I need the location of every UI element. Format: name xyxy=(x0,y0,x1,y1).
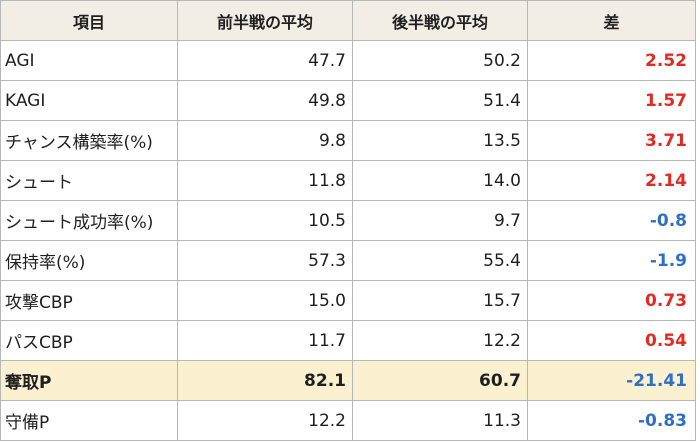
cell-item: シュート xyxy=(0,160,178,201)
cell-first-half: 57.3 xyxy=(177,240,353,281)
header-item: 項目 xyxy=(0,0,178,41)
cell-difference: -21.41 xyxy=(527,360,696,401)
cell-item: チャンス構築率(%) xyxy=(0,120,178,161)
cell-second-half: 12.2 xyxy=(352,320,528,361)
table-row: 守備P 12.2 11.3 -0.83 xyxy=(0,400,696,441)
cell-difference: 3.71 xyxy=(527,120,696,161)
table-row: シュート成功率(%) 10.5 9.7 -0.8 xyxy=(0,200,696,241)
table-row: シュート 11.8 14.0 2.14 xyxy=(0,160,696,201)
cell-second-half: 60.7 xyxy=(352,360,528,401)
cell-difference: -0.8 xyxy=(527,200,696,241)
cell-second-half: 55.4 xyxy=(352,240,528,281)
cell-difference: -1.9 xyxy=(527,240,696,281)
cell-second-half: 13.5 xyxy=(352,120,528,161)
table-row: チャンス構築率(%) 9.8 13.5 3.71 xyxy=(0,120,696,161)
cell-item: KAGI xyxy=(0,80,178,121)
cell-first-half: 47.7 xyxy=(177,40,353,81)
cell-first-half: 12.2 xyxy=(177,400,353,441)
cell-second-half: 50.2 xyxy=(352,40,528,81)
cell-first-half: 9.8 xyxy=(177,120,353,161)
cell-second-half: 51.4 xyxy=(352,80,528,121)
table-row: 奪取P 82.1 60.7 -21.41 xyxy=(0,360,696,401)
cell-second-half: 11.3 xyxy=(352,400,528,441)
cell-item: 保持率(%) xyxy=(0,240,178,281)
cell-first-half: 15.0 xyxy=(177,280,353,321)
table-row: パスCBP 11.7 12.2 0.54 xyxy=(0,320,696,361)
cell-first-half: 82.1 xyxy=(177,360,353,401)
cell-item: パスCBP xyxy=(0,320,178,361)
cell-second-half: 9.7 xyxy=(352,200,528,241)
cell-first-half: 49.8 xyxy=(177,80,353,121)
header-difference: 差 xyxy=(527,0,696,41)
cell-first-half: 11.8 xyxy=(177,160,353,201)
cell-difference: 2.52 xyxy=(527,40,696,81)
table-row: 保持率(%) 57.3 55.4 -1.9 xyxy=(0,240,696,281)
cell-item: 守備P xyxy=(0,400,178,441)
cell-difference: 0.73 xyxy=(527,280,696,321)
header-first-half-avg: 前半戦の平均 xyxy=(177,0,353,41)
cell-item: 奪取P xyxy=(0,360,178,401)
cell-item: AGI xyxy=(0,40,178,81)
header-second-half-avg: 後半戦の平均 xyxy=(352,0,528,41)
cell-item: シュート成功率(%) xyxy=(0,200,178,241)
table-row: AGI 47.7 50.2 2.52 xyxy=(0,40,696,81)
cell-difference: -0.83 xyxy=(527,400,696,441)
cell-difference: 0.54 xyxy=(527,320,696,361)
cell-second-half: 14.0 xyxy=(352,160,528,201)
table-row: 攻撃CBP 15.0 15.7 0.73 xyxy=(0,280,696,321)
cell-first-half: 11.7 xyxy=(177,320,353,361)
table-body: AGI 47.7 50.2 2.52 KAGI 49.8 51.4 1.57 チャンス構築率(%… xyxy=(0,40,696,441)
cell-difference: 1.57 xyxy=(527,80,696,121)
cell-item: 攻撃CBP xyxy=(0,280,178,321)
cell-difference: 2.14 xyxy=(527,160,696,201)
cell-second-half: 15.7 xyxy=(352,280,528,321)
table-row: KAGI 49.8 51.4 1.57 xyxy=(0,80,696,121)
table-header-row: 項目 前半戦の平均 後半戦の平均 差 xyxy=(0,0,696,41)
cell-first-half: 10.5 xyxy=(177,200,353,241)
